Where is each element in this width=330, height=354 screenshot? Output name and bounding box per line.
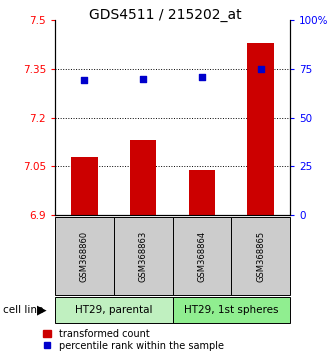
Text: GSM368863: GSM368863 [139,230,148,282]
Text: GSM368865: GSM368865 [256,230,265,281]
Bar [173,217,231,295]
Text: HT29, 1st spheres: HT29, 1st spheres [184,305,279,315]
Text: GSM368864: GSM368864 [197,230,206,281]
Legend: transformed count, percentile rank within the sample: transformed count, percentile rank withi… [43,329,224,351]
Point [258,66,263,72]
Bar [55,297,173,323]
Bar [55,217,114,295]
Text: cell line: cell line [3,305,44,315]
Point [141,76,146,81]
Text: GSM368860: GSM368860 [80,230,89,281]
Point [82,78,87,83]
Point [199,74,205,79]
Bar [130,140,156,215]
Bar [189,170,215,215]
Text: HT29, parental: HT29, parental [75,305,152,315]
Text: ▶: ▶ [37,303,47,316]
Text: GDS4511 / 215202_at: GDS4511 / 215202_at [89,8,241,22]
Bar [71,156,98,215]
Bar [114,217,173,295]
Bar [248,43,274,215]
Bar [231,217,290,295]
Bar [173,297,290,323]
